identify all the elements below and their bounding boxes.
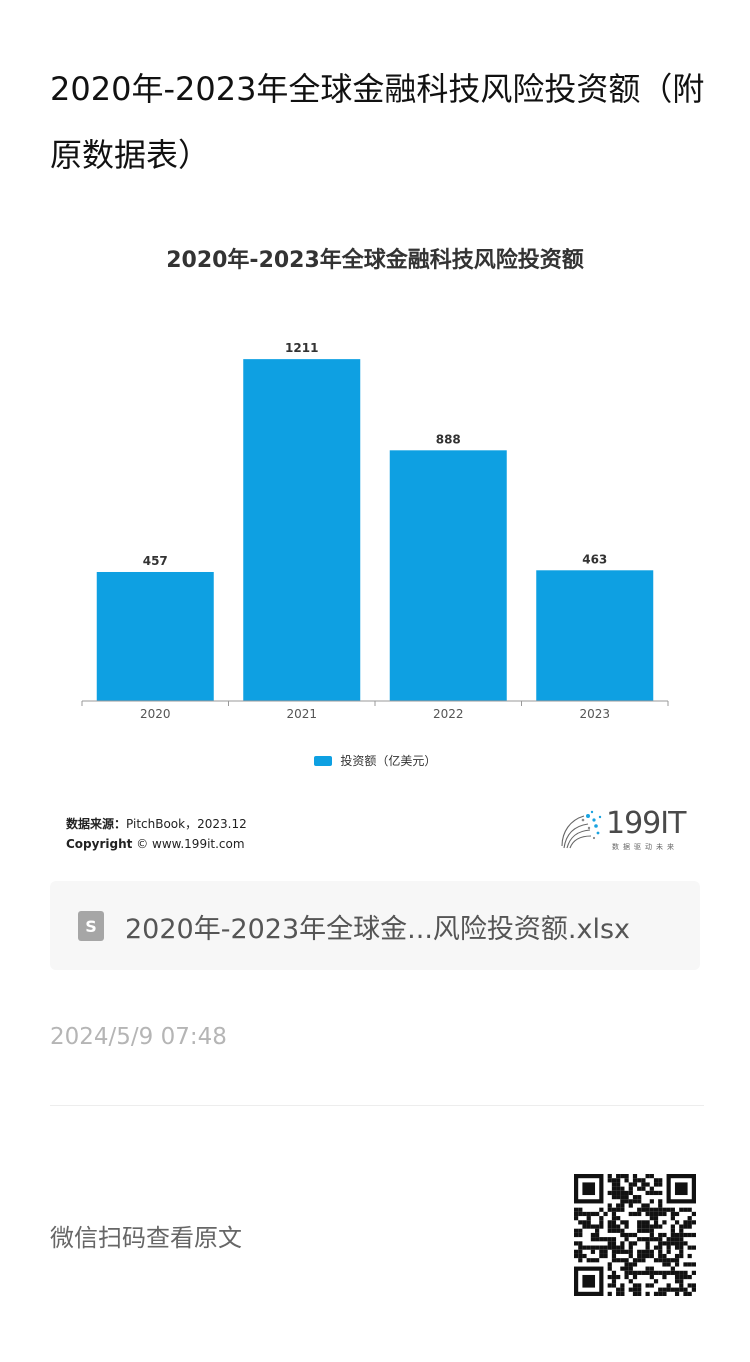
bar-2022	[389, 450, 507, 701]
attachment-file-name: 2020年-2023年全球金...风险投资额.xlsx	[125, 914, 631, 945]
brand-mark-icon	[561, 810, 602, 849]
chart-image: 457 2020 1211 2021 888 2022 463 2023 2020年-2023…	[50, 220, 700, 860]
qr-hint: 微信扫码查看原文	[50, 1224, 242, 1252]
x-tick-label-2023: 2023	[579, 707, 610, 721]
attachment-card[interactable]: S 2020年-2023年全球金...风险投资额.xlsx	[50, 881, 700, 970]
brand-tagline: 数据驱动未来	[612, 843, 678, 851]
source-label: 数据来源：	[66, 817, 127, 831]
data-label-2021: 1211	[285, 341, 318, 355]
file-s-icon: S	[78, 911, 104, 941]
chart-source: 数据来源：PitchBook，2023.12 Copyright © www.1…	[66, 814, 247, 854]
x-tick-label-2021: 2021	[286, 707, 317, 721]
brand-logo: 199IT 数据驱动未来	[558, 804, 698, 854]
bar-chart: 457 2020 1211 2021 888 2022 463 2023	[81, 341, 669, 721]
chart-title: 2020年-2023年全球金融科技风险投资额	[166, 248, 584, 273]
page-title: 2020年-2023年全球金融科技风险投资额（附原数据表）	[50, 70, 705, 174]
divider	[50, 1105, 704, 1106]
data-label-2020: 457	[143, 554, 168, 568]
bar-2020	[96, 571, 214, 701]
legend-swatch	[313, 755, 332, 766]
data-label-2022: 888	[436, 432, 461, 446]
bar-2023	[536, 570, 654, 701]
legend-label: 投资额（亿美元）	[340, 754, 437, 768]
chart-legend: 投资额（亿美元）	[50, 752, 700, 769]
brand-name: 199IT	[606, 806, 686, 841]
source-value: PitchBook，2023.12	[126, 817, 247, 831]
qr-code-icon[interactable]	[574, 1174, 696, 1296]
svg-text:S: S	[85, 917, 97, 936]
copyright-value: © www.199it.com	[136, 837, 245, 851]
publish-timestamp: 2024/5/9 07:48	[50, 1024, 227, 1050]
x-tick-label-2020: 2020	[140, 707, 171, 721]
bar-2021	[243, 359, 361, 701]
x-tick-label-2022: 2022	[433, 707, 464, 721]
data-label-2023: 463	[582, 552, 607, 566]
copyright-label: Copyright	[66, 837, 133, 851]
